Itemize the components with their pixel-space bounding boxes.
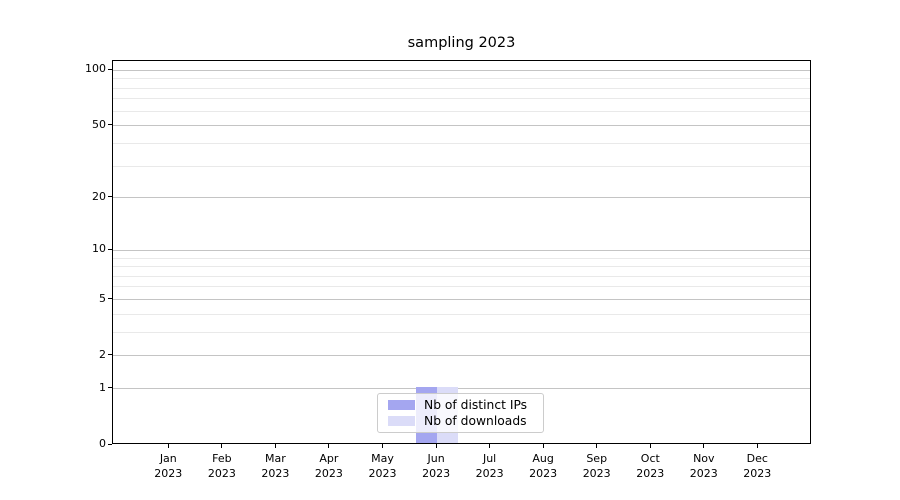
y-tick-mark	[108, 124, 112, 126]
x-tick-mark	[274, 444, 276, 448]
x-tick-mark	[167, 444, 169, 448]
y-tick-mark	[108, 298, 112, 299]
x-tick-label: Jan 2023	[154, 452, 183, 480]
y-tick-mark	[108, 248, 112, 250]
y-gridline-minor	[113, 87, 810, 89]
y-tick-mark	[108, 387, 112, 389]
x-tick-mark	[382, 444, 383, 448]
x-tick-mark	[542, 444, 544, 448]
y-gridline-major	[113, 299, 810, 300]
x-tick-mark	[756, 444, 758, 448]
y-tick-label: 1	[99, 380, 106, 394]
x-tick-label: Sep 2023	[582, 452, 611, 480]
x-tick-mark	[596, 444, 598, 448]
x-tick-label: Mar 2023	[261, 452, 290, 480]
x-tick-label: Nov 2023	[689, 452, 718, 480]
legend-entry-distinct-ips: Nb of distinct IPs	[388, 397, 543, 412]
legend-entry-downloads: Nb of downloads	[388, 413, 543, 428]
y-tick-mark	[108, 68, 112, 70]
x-tick-label: Dec 2023	[743, 452, 772, 480]
x-tick-label: Jun 2023	[422, 452, 451, 480]
y-gridline-minor	[113, 110, 810, 112]
x-tick-label: Feb 2023	[207, 452, 236, 480]
legend-label-distinct-ips: Nb of distinct IPs	[424, 397, 528, 412]
x-tick-label: Aug 2023	[529, 452, 558, 480]
y-gridline-minor	[113, 165, 810, 167]
x-tick-label: May 2023	[368, 452, 397, 480]
x-tick-mark	[703, 444, 705, 448]
y-tick-label: 10	[92, 242, 106, 256]
y-gridline-major	[113, 249, 810, 251]
y-gridline-minor	[113, 313, 810, 315]
y-gridline-minor	[113, 331, 810, 333]
legend-swatch-distinct-ips	[388, 400, 415, 410]
y-tick-label: 5	[99, 291, 106, 305]
y-tick-label: 20	[92, 189, 106, 203]
chart-title: sampling 2023	[407, 35, 516, 51]
y-gridline-major	[113, 197, 810, 199]
x-tick-mark	[221, 444, 223, 448]
y-gridline-minor	[113, 257, 810, 259]
y-gridline-minor	[113, 142, 810, 144]
y-gridline-major	[113, 388, 810, 390]
y-tick-mark	[108, 443, 112, 445]
x-tick-mark	[649, 444, 651, 448]
legend-swatch-downloads	[388, 416, 415, 426]
legend: Nb of distinct IPs Nb of downloads	[377, 393, 544, 433]
y-gridline-minor	[113, 266, 810, 267]
y-tick-mark	[108, 196, 112, 198]
x-tick-label: Oct 2023	[636, 452, 665, 480]
y-gridline-minor	[113, 78, 810, 80]
y-tick-label: 50	[92, 117, 106, 131]
y-gridline-major	[113, 125, 810, 127]
x-tick-label: Jul 2023	[475, 452, 504, 480]
x-tick-mark	[328, 444, 330, 448]
y-gridline-major	[113, 355, 810, 357]
legend-label-downloads: Nb of downloads	[424, 413, 527, 428]
y-gridline-minor	[113, 98, 810, 100]
y-gridline-major	[113, 69, 810, 71]
y-tick-label: 0	[99, 437, 106, 450]
y-tick-label: 2	[99, 347, 106, 361]
y-tick-mark	[108, 354, 112, 356]
x-tick-label: Apr 2023	[314, 452, 343, 480]
y-gridline-minor	[113, 275, 810, 277]
x-tick-mark	[435, 444, 437, 448]
y-gridline-minor	[113, 286, 810, 288]
y-tick-label: 100	[85, 62, 106, 76]
x-tick-mark	[489, 444, 491, 448]
plot-area	[112, 60, 811, 444]
